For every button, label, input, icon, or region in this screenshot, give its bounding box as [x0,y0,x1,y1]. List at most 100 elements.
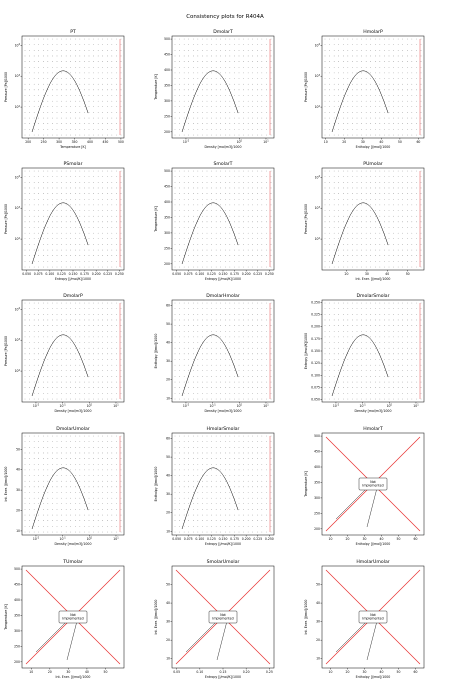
x-tick-label: 10-1 [360,404,367,408]
data-point [220,452,221,454]
y-tick-label: 400 [14,598,20,602]
data-point [197,78,199,79]
data-point [324,221,326,223]
data-point [56,117,58,119]
data-point [84,364,85,366]
data-point [84,266,85,268]
data-point [234,129,235,130]
data-point [343,376,344,377]
data-point [229,227,231,228]
data-point [79,514,81,516]
data-point [397,55,399,57]
data-point [70,342,71,343]
data-point [343,238,344,240]
data-point [416,44,417,45]
data-point [266,531,267,533]
data-point [324,129,326,130]
data-point [188,123,189,124]
data-point [206,520,208,521]
data-point [107,232,108,234]
data-point [93,61,94,62]
data-point [97,204,99,206]
data-point [211,55,212,57]
data-point [229,134,231,136]
data-point [261,266,263,268]
data-point [188,359,189,360]
data-point [416,359,417,360]
data-point [411,398,413,400]
data-point [61,364,62,366]
data-point [75,78,76,79]
data-point [225,221,226,223]
data-point [388,381,390,383]
data-point [370,336,371,338]
data-point [111,531,113,533]
data-point [266,38,267,40]
data-point [252,187,253,189]
data-point [243,393,244,394]
data-point [420,249,422,251]
data-point [202,78,203,79]
data-point [102,112,103,113]
data-point [65,193,67,194]
data-point [202,176,203,177]
data-point [270,193,272,194]
data-point [93,441,94,442]
data-point [257,106,258,108]
data-point [352,170,353,172]
data-point [56,514,58,516]
data-point [197,193,199,194]
data-point [183,302,185,304]
data-point [247,72,249,74]
data-point [93,463,94,465]
annotation-arrow [366,487,378,528]
data-point [183,376,185,377]
data-point [61,176,62,177]
data-point [193,61,194,62]
data-point [402,381,403,383]
data-point [43,117,44,119]
data-point [61,302,62,304]
x-tick-label: 10-1 [60,404,67,408]
data-point [79,193,81,194]
data-point [75,100,76,102]
data-point [407,314,408,315]
data-point [193,520,194,521]
data-point [393,187,394,189]
data-point [47,44,49,45]
data-point [397,227,399,228]
data-point [361,193,362,194]
data-point [329,302,330,304]
data-point [70,129,71,130]
data-point [116,61,117,62]
data-point [416,364,417,366]
data-point [375,193,376,194]
data-point [183,117,185,119]
data-point [47,398,49,400]
data-point [420,308,422,309]
data-point [84,204,85,206]
data-point [365,393,367,394]
data-point [247,78,249,79]
data-point [220,325,221,326]
data-point [188,61,189,62]
data-point [411,61,413,62]
data-point [88,330,90,332]
data-point [393,393,394,394]
data-point [202,447,203,448]
data-point [329,117,330,119]
data-point [252,492,253,493]
data-point [407,364,408,366]
data-point [416,129,417,130]
data-point [270,469,272,471]
data-point [388,123,390,124]
data-point [97,44,99,45]
data-point [206,387,208,388]
data-point [107,83,108,85]
data-point [188,215,189,217]
data-point [47,176,49,177]
y-tick-label: 102 [315,237,321,241]
data-point [229,232,231,234]
x-tick-label: 0.125 [57,272,66,276]
data-point [370,249,371,251]
